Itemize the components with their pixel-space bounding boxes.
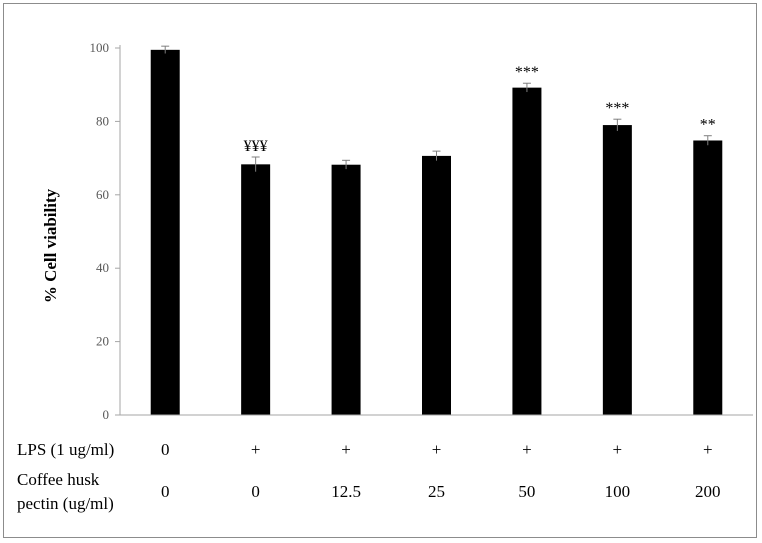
condition-value: 25	[428, 482, 445, 501]
condition-value: +	[522, 440, 532, 459]
condition-value: 0	[161, 482, 170, 501]
y-tick-label: 0	[103, 407, 110, 422]
error-bar	[522, 82, 531, 93]
significance-label: **	[700, 117, 716, 134]
significance-label: ***	[515, 64, 539, 81]
bar	[602, 125, 632, 415]
condition-row-label: LPS (1 ug/ml)	[17, 440, 114, 459]
error-bar	[161, 45, 170, 54]
condition-value: 50	[518, 482, 535, 501]
condition-value: 200	[695, 482, 721, 501]
bar	[422, 155, 451, 415]
error-bar	[703, 135, 712, 146]
condition-value: 12.5	[331, 482, 361, 501]
condition-value: +	[703, 440, 713, 459]
condition-row-label: pectin (ug/ml)	[17, 494, 114, 513]
y-tick-label: 100	[90, 40, 110, 55]
error-bar	[613, 118, 622, 131]
condition-row-label: Coffee husk	[17, 470, 100, 489]
y-tick-label: 60	[96, 187, 109, 202]
error-bar	[342, 159, 351, 170]
y-tick-label: 40	[96, 260, 109, 275]
y-tick-label: 80	[96, 113, 109, 128]
bar	[512, 87, 542, 416]
bar	[150, 49, 180, 416]
error-bar	[432, 150, 441, 161]
condition-value: 100	[605, 482, 631, 501]
error-bar	[251, 156, 260, 172]
y-tick-label: 20	[96, 334, 109, 349]
significance-label: ***	[605, 100, 629, 117]
condition-value: 0	[161, 440, 170, 459]
significance-label: ¥¥¥	[244, 138, 268, 155]
bar	[693, 140, 723, 415]
bar	[241, 164, 271, 415]
bar	[331, 164, 361, 415]
condition-value: +	[613, 440, 623, 459]
condition-value: +	[432, 440, 442, 459]
condition-value: +	[341, 440, 351, 459]
condition-value: +	[251, 440, 261, 459]
condition-value: 0	[251, 482, 260, 501]
y-axis-label: % Cell viability	[41, 188, 60, 303]
